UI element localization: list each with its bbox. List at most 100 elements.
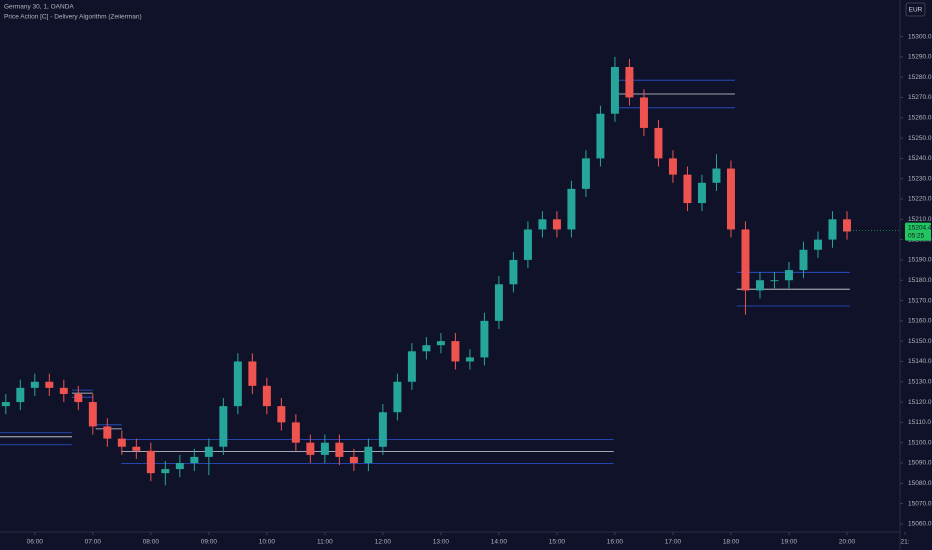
x-tick-label: 13:00 [433,539,450,546]
y-tick-label: 15230.0 [908,175,932,182]
candle-body [799,249,808,271]
candle-body [30,381,39,388]
candle-body [668,158,677,175]
candle-body [335,442,344,457]
currency-box[interactable] [905,2,926,17]
candle-body [828,219,837,240]
chart-subtitle: Price Action [C] - Delivery Algorithm (Z… [4,14,142,21]
candle-body [436,341,445,346]
candle-body [451,341,460,362]
x-tick-label: 19:00 [781,539,798,546]
candle-body [509,259,518,285]
candle-body [132,446,141,451]
x-tick-label: 15:00 [549,539,566,546]
candle-body [161,469,170,474]
chart-title: Germany 30, 1, OANDA [4,4,74,11]
x-tick-label: 20:00 [839,539,856,546]
candle-body [407,351,416,382]
candle-body [233,361,242,407]
last-price-label: 15204.4 [908,224,932,231]
candle-body [610,67,619,114]
candle-body [842,219,851,232]
candle-body [770,280,779,282]
candle-body [204,446,213,457]
y-tick-label: 15280.0 [908,74,932,81]
y-tick-label: 15060.0 [908,521,932,528]
candle-body [146,450,155,474]
y-tick-label: 15070.0 [908,500,932,507]
x-tick-label: 17:00 [665,539,682,546]
y-tick-label: 15270.0 [908,94,932,101]
candle-body [277,406,286,423]
candle-body [74,393,83,403]
candle-body [697,182,706,204]
x-tick-label: 06:00 [27,539,44,546]
x-tick-label: 09:00 [201,539,218,546]
candle-body [219,406,228,447]
y-tick-label: 15220.0 [908,196,932,203]
candle-body [16,387,25,403]
candle-body [523,229,532,260]
candle-body [567,188,576,230]
y-tick-label: 15130.0 [908,378,932,385]
y-tick-label: 15210.0 [908,216,932,223]
candle-body [813,239,822,250]
candle-body [59,387,68,394]
candle-body [581,158,590,189]
x-tick-label: 21: [900,539,909,546]
candle-body [248,361,257,386]
x-tick-label: 14:00 [491,539,508,546]
candle-body [45,381,54,388]
y-tick-label: 15110.0 [908,419,931,426]
candle-body [552,219,561,230]
candle-body [88,402,97,427]
y-tick-label: 15100.0 [908,439,932,446]
last-price-tag [905,222,931,241]
y-tick-label: 15240.0 [908,155,932,162]
y-tick-label: 15090.0 [908,460,932,467]
x-tick-label: 11:00 [317,539,333,546]
y-tick-label: 15300.0 [908,33,932,40]
y-tick-label: 15290.0 [908,54,932,61]
candle-body [538,219,547,230]
y-tick-label: 15260.0 [908,114,932,121]
candle-body [291,422,300,443]
x-tick-label: 08:00 [143,539,160,546]
y-tick-label: 15170.0 [908,297,932,304]
currency[interactable]: EUR [909,7,923,14]
candle-body [712,168,721,183]
candle-body [320,442,329,455]
candle-body [654,127,663,159]
candle-body [306,442,315,455]
candle-body [103,426,112,439]
y-tick-label: 15190.0 [908,257,932,264]
candle-body [465,357,474,362]
y-tick-label: 15160.0 [908,318,932,325]
candle-body [480,320,489,358]
x-tick-label: 10:00 [259,539,276,546]
y-tick-label: 15250.0 [908,135,932,142]
y-tick-label: 15140.0 [908,358,932,365]
candle-body [741,229,750,291]
candle-body [364,446,373,463]
y-tick-label: 15120.0 [908,399,932,406]
candle-body [393,381,402,413]
x-tick-label: 16:00 [607,539,624,546]
x-tick-label: 12:00 [375,539,392,546]
candle-body [1,402,10,407]
y-tick-label: 15150.0 [908,338,932,345]
candle-body [639,97,648,128]
candle-body [422,345,431,352]
candle-body [784,270,793,281]
candle-body [190,456,199,463]
candle-body [726,168,735,230]
candle-body [755,280,764,291]
candle-body [494,284,503,321]
candle-body [262,385,271,407]
candle-body [596,113,605,159]
candle-body [175,462,184,470]
x-tick-label: 07:00 [85,539,102,546]
